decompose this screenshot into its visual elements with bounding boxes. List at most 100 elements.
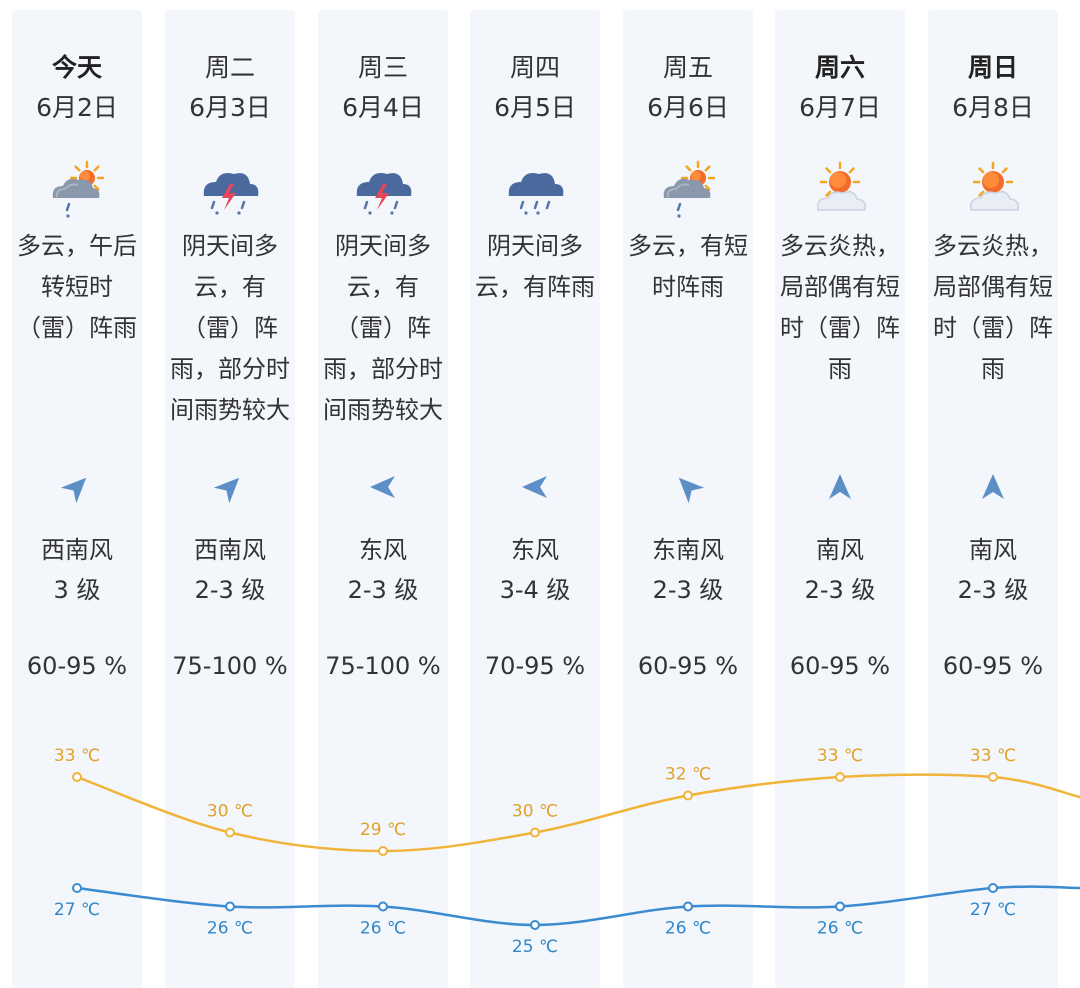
wind-direction-arrow-icon xyxy=(213,471,246,504)
weather-description-line: 间雨势较大 xyxy=(323,396,443,424)
weather-description-line: 阴天间多 xyxy=(487,232,583,260)
wind-level-label: 2-3 级 xyxy=(194,576,266,604)
weather-description-line: 时（雷）阵 xyxy=(933,314,1053,342)
date-label: 6月5日 xyxy=(494,93,576,122)
wind-direction-arrow-icon xyxy=(672,471,705,504)
high-temperature-label: 30 ℃ xyxy=(207,802,253,822)
cloud-sun-rain-icon xyxy=(658,160,718,222)
rain-cloud-icon xyxy=(505,160,565,222)
weather-description: 多云，午后转短时 （雷）阵雨 xyxy=(9,226,145,349)
low-temperature-label: 26 ℃ xyxy=(817,919,863,939)
thunderstorm-icon xyxy=(353,160,413,222)
low-temperature-point xyxy=(72,883,82,893)
forecast-day: 周五 6月6日 多云，有短 时阵雨 东南风 2-3 级 60-95 % xyxy=(612,0,764,720)
low-temperature-label: 26 ℃ xyxy=(360,919,406,939)
wind-direction-arrow-icon xyxy=(367,471,399,503)
low-temperature-line xyxy=(76,885,1080,927)
wind-direction-arrow-icon xyxy=(519,471,551,503)
temperature-chart: 33 ℃ 30 ℃ 29 ℃ 30 ℃ 32 ℃ 33 ℃ 33 ℃ 27 ℃ 26 ℃ 26 ℃… xyxy=(54,746,1080,957)
weekday-label: 周日 xyxy=(967,53,1018,82)
weekday-label: 周四 xyxy=(509,53,560,82)
wind-direction-label: 南风 xyxy=(969,536,1017,564)
weather-description-line: 雨，部分时 xyxy=(170,355,290,383)
wind-level-label: 2-3 级 xyxy=(957,576,1029,604)
wind-level-label: 2-3 级 xyxy=(652,576,724,604)
date-label: 6月2日 xyxy=(36,93,118,122)
humidity-label: 75-100 % xyxy=(325,652,441,680)
weather-description-line: 云，有 xyxy=(347,273,419,301)
high-temperature-label: 33 ℃ xyxy=(54,746,100,766)
humidity-label: 60-95 % xyxy=(789,652,891,680)
weather-description-line: 局部偶有短 xyxy=(780,273,900,301)
high-temperature-label: 32 ℃ xyxy=(665,765,711,785)
high-temperature-point xyxy=(988,772,998,782)
low-temperature-point xyxy=(378,901,388,912)
humidity-label: 75-100 % xyxy=(172,652,288,680)
weekday-label: 今天 xyxy=(51,53,102,82)
wind-direction-label: 东风 xyxy=(359,536,407,564)
weather-description-line: 雨，部分时 xyxy=(323,355,443,383)
day-column-bg xyxy=(318,10,448,988)
wind-direction-label: 西南风 xyxy=(194,536,266,564)
high-temperature-point xyxy=(378,846,388,856)
high-temperature-label: 30 ℃ xyxy=(512,802,558,822)
low-temperature-point xyxy=(225,901,235,912)
weather-description-line: 转短时 xyxy=(41,273,113,301)
weather-description-line: 时阵雨 xyxy=(652,273,724,301)
high-temperature-line xyxy=(76,773,1080,853)
weather-description-line: 局部偶有短 xyxy=(933,273,1053,301)
weather-description-line: 阴天间多 xyxy=(182,232,278,260)
date-label: 6月7日 xyxy=(799,93,881,122)
weather-description-line: 阴天间多 xyxy=(335,232,431,260)
wind-direction-arrow-icon xyxy=(824,471,856,503)
weather-description-line: 雨 xyxy=(981,355,1005,383)
wind-level-label: 3 级 xyxy=(53,576,101,604)
low-temperature-point xyxy=(683,901,693,912)
weather-description: 多云炎热， 局部偶有短 时（雷）阵雨 xyxy=(772,226,908,390)
forecast-day: 周日 6月8日 多云炎热， 局部偶有短 时（雷）阵雨 南风 2-3 级 60-95 % xyxy=(917,0,1069,720)
wind-direction-label: 东风 xyxy=(511,536,559,564)
thunderstorm-icon xyxy=(200,160,260,222)
high-temperature-label: 33 ℃ xyxy=(817,746,863,766)
weather-description-line: 时（雷）阵 xyxy=(780,314,900,342)
date-label: 6月3日 xyxy=(189,93,271,122)
weather-description-line: 云，有阵雨 xyxy=(475,273,595,301)
weather-description-line: 云，有 xyxy=(194,273,266,301)
weekday-label: 周五 xyxy=(662,53,713,82)
wind-direction-arrow-icon xyxy=(60,471,93,504)
sun-cloud-icon xyxy=(810,160,870,222)
humidity-label: 70-95 % xyxy=(484,652,586,680)
weekday-label: 周六 xyxy=(814,53,865,82)
weather-description-line: 雨 xyxy=(828,355,852,383)
cloud-sun-rain-icon xyxy=(47,160,107,222)
high-temperature-point xyxy=(225,827,235,838)
low-temperature-label: 27 ℃ xyxy=(970,900,1016,920)
high-temperature-point xyxy=(683,790,693,801)
humidity-label: 60-95 % xyxy=(26,652,128,680)
humidity-label: 60-95 % xyxy=(637,652,739,680)
high-temperature-point xyxy=(530,827,540,838)
weather-description-line: 多云，午后 xyxy=(17,232,137,260)
date-label: 6月4日 xyxy=(342,93,424,122)
low-temperature-point xyxy=(835,901,845,912)
forecast-day: 周三 6月4日 阴天间多 云，有 （雷）阵 雨，部分时 间雨势较大 东风 2-3 级 75-10… xyxy=(307,0,459,720)
weather-description: 阴天间多云，有阵雨 xyxy=(467,226,603,308)
wind-direction-arrow-icon xyxy=(977,471,1009,503)
wind-direction-label: 西南风 xyxy=(41,536,113,564)
weather-description: 阴天间多 云，有 （雷）阵 雨，部分时 间雨势较大 xyxy=(315,226,451,431)
low-temperature-point xyxy=(530,920,540,930)
wind-level-label: 3-4 级 xyxy=(499,576,571,604)
high-temperature-point xyxy=(835,772,845,782)
weather-description-line: 多云炎热， xyxy=(933,232,1053,260)
weather-description-line: （雷）阵雨 xyxy=(17,314,137,342)
low-temperature-point xyxy=(988,883,998,893)
forecast-day: 周六 6月7日 多云炎热， 局部偶有短 时（雷）阵雨 南风 2-3 级 60-95 % xyxy=(764,0,916,720)
wind-direction-label: 南风 xyxy=(816,536,864,564)
high-temperature-label: 29 ℃ xyxy=(360,820,406,840)
forecast-day: 周四 6月5日阴天间多云，有阵雨 东风 3-4 级 70-95 % xyxy=(459,0,611,720)
weekday-label: 周二 xyxy=(204,53,255,82)
low-temperature-label: 27 ℃ xyxy=(54,900,100,920)
weather-description-line: 间雨势较大 xyxy=(170,396,290,424)
date-label: 6月8日 xyxy=(952,93,1034,122)
low-temperature-label: 26 ℃ xyxy=(207,919,253,939)
